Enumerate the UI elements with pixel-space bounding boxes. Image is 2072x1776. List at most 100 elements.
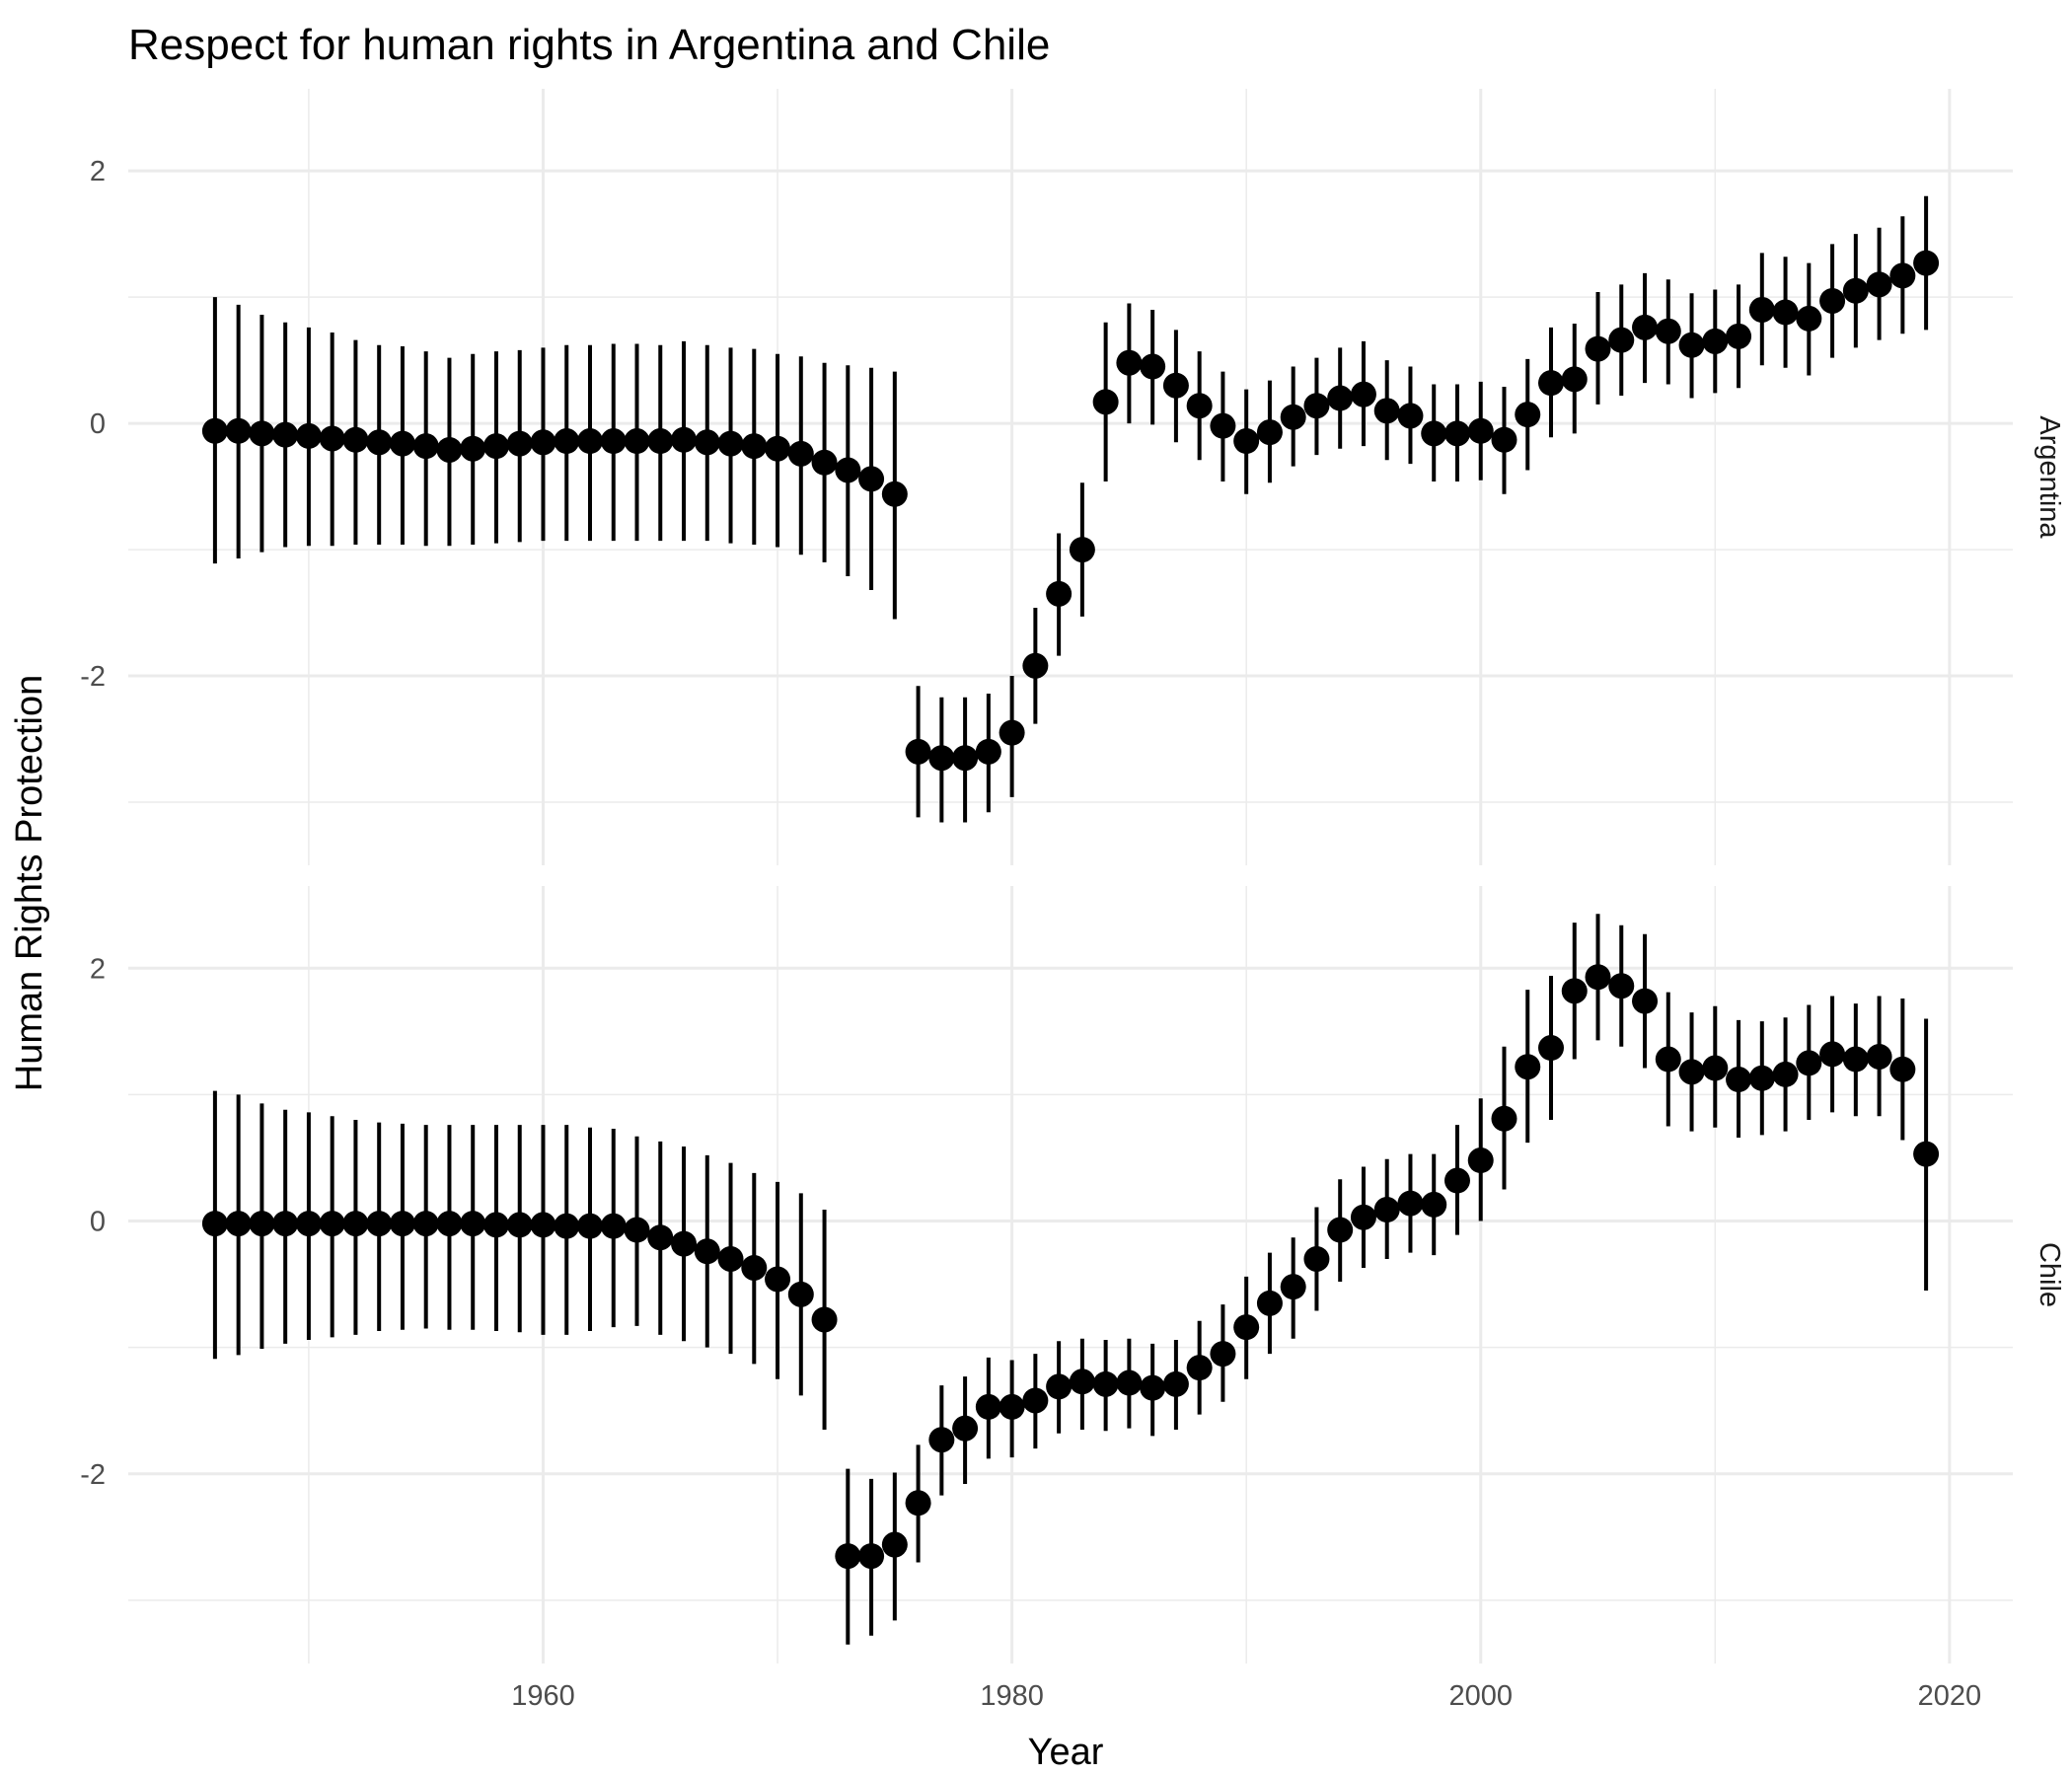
data-point bbox=[1140, 1374, 1166, 1401]
data-point bbox=[1350, 381, 1376, 407]
data-point bbox=[1022, 652, 1049, 679]
data-point bbox=[249, 1211, 275, 1237]
data-point bbox=[295, 422, 322, 449]
data-point bbox=[1726, 323, 1752, 349]
data-point bbox=[482, 1212, 509, 1238]
data-point bbox=[1608, 327, 1635, 353]
data-point bbox=[1443, 1167, 1470, 1194]
data-point bbox=[717, 1245, 744, 1272]
x-axis: 1960 1980 2000 2020 bbox=[511, 1680, 1981, 1712]
data-point bbox=[1233, 1314, 1260, 1341]
data-point bbox=[1772, 1061, 1799, 1087]
data-point bbox=[787, 1281, 814, 1307]
data-point bbox=[1186, 393, 1213, 419]
data-point bbox=[1116, 349, 1143, 376]
data-point bbox=[201, 417, 228, 444]
data-point bbox=[1069, 1369, 1095, 1395]
data-point bbox=[671, 1230, 698, 1257]
data-point bbox=[1819, 287, 1846, 314]
data-point bbox=[1842, 1046, 1869, 1073]
data-point bbox=[1913, 1141, 1940, 1167]
data-point bbox=[1280, 1274, 1306, 1300]
x-tick-label: 2020 bbox=[1918, 1680, 1982, 1712]
data-point bbox=[1397, 403, 1424, 429]
data-point bbox=[1866, 1043, 1892, 1070]
data-point bbox=[1210, 1341, 1236, 1368]
y-axis-title: Human Rights Protection bbox=[9, 675, 50, 1091]
data-point bbox=[1303, 1245, 1330, 1272]
data-point bbox=[647, 1224, 674, 1251]
data-point bbox=[1678, 332, 1705, 358]
data-point bbox=[295, 1211, 322, 1237]
data-point bbox=[624, 428, 650, 455]
data-point bbox=[1491, 1105, 1517, 1132]
data-point bbox=[811, 1306, 838, 1333]
data-point bbox=[482, 433, 509, 460]
data-point bbox=[1796, 1050, 1822, 1076]
data-point bbox=[1538, 370, 1565, 397]
x-tick-label: 1980 bbox=[980, 1680, 1044, 1712]
data-point bbox=[1421, 420, 1447, 447]
y-tick-label: -2 bbox=[80, 661, 106, 693]
data-point bbox=[1162, 372, 1189, 399]
data-point bbox=[1327, 385, 1354, 411]
data-point bbox=[647, 428, 674, 455]
data-point bbox=[389, 1211, 415, 1237]
data-point bbox=[1561, 366, 1588, 393]
data-point bbox=[1796, 305, 1822, 332]
data-point bbox=[952, 1415, 979, 1442]
data-point bbox=[624, 1217, 650, 1243]
data-point bbox=[741, 1254, 768, 1281]
data-point bbox=[952, 745, 979, 772]
data-point bbox=[319, 1211, 345, 1237]
data-point bbox=[1327, 1217, 1354, 1243]
data-point bbox=[1726, 1067, 1752, 1093]
data-point bbox=[1819, 1041, 1846, 1068]
data-point bbox=[881, 481, 908, 507]
data-point bbox=[1303, 393, 1330, 419]
data-point bbox=[1842, 277, 1869, 304]
data-point bbox=[225, 1211, 252, 1237]
data-point bbox=[787, 440, 814, 467]
data-point bbox=[436, 1211, 463, 1237]
data-point bbox=[1373, 398, 1400, 424]
data-point bbox=[671, 426, 698, 453]
data-point bbox=[928, 1427, 955, 1453]
data-point bbox=[835, 457, 861, 483]
data-point bbox=[1373, 1197, 1400, 1223]
data-point bbox=[1046, 1373, 1073, 1400]
data-point bbox=[366, 1211, 393, 1237]
x-tick-label: 2000 bbox=[1448, 1680, 1513, 1712]
data-point bbox=[717, 430, 744, 457]
y-tick-label: 0 bbox=[90, 1207, 106, 1238]
data-point bbox=[1046, 580, 1073, 607]
y-tick-label: 2 bbox=[90, 953, 106, 985]
data-point bbox=[1772, 299, 1799, 326]
data-point bbox=[999, 719, 1025, 746]
chart-title: Respect for human rights in Argentina an… bbox=[128, 21, 1050, 69]
data-point bbox=[1655, 318, 1681, 344]
data-point bbox=[1655, 1046, 1681, 1073]
data-point bbox=[1561, 978, 1588, 1004]
data-point bbox=[1889, 1056, 1916, 1082]
data-point bbox=[1632, 314, 1659, 340]
data-point bbox=[554, 428, 580, 455]
data-point bbox=[1116, 1369, 1143, 1396]
data-point bbox=[1256, 419, 1283, 446]
data-point bbox=[1515, 1054, 1541, 1080]
facet-strip-label: Chile bbox=[2034, 1242, 2065, 1307]
data-point bbox=[1467, 417, 1494, 444]
data-point bbox=[905, 1490, 931, 1517]
data-point bbox=[1702, 1055, 1729, 1081]
data-point bbox=[225, 417, 252, 444]
data-point bbox=[1256, 1290, 1283, 1316]
data-point bbox=[412, 433, 439, 460]
data-point bbox=[1608, 973, 1635, 999]
data-point bbox=[389, 430, 415, 457]
data-point bbox=[858, 466, 885, 492]
data-point bbox=[506, 430, 533, 457]
data-point bbox=[1210, 412, 1236, 439]
y-tick-label: 2 bbox=[90, 156, 106, 187]
data-point bbox=[554, 1213, 580, 1239]
